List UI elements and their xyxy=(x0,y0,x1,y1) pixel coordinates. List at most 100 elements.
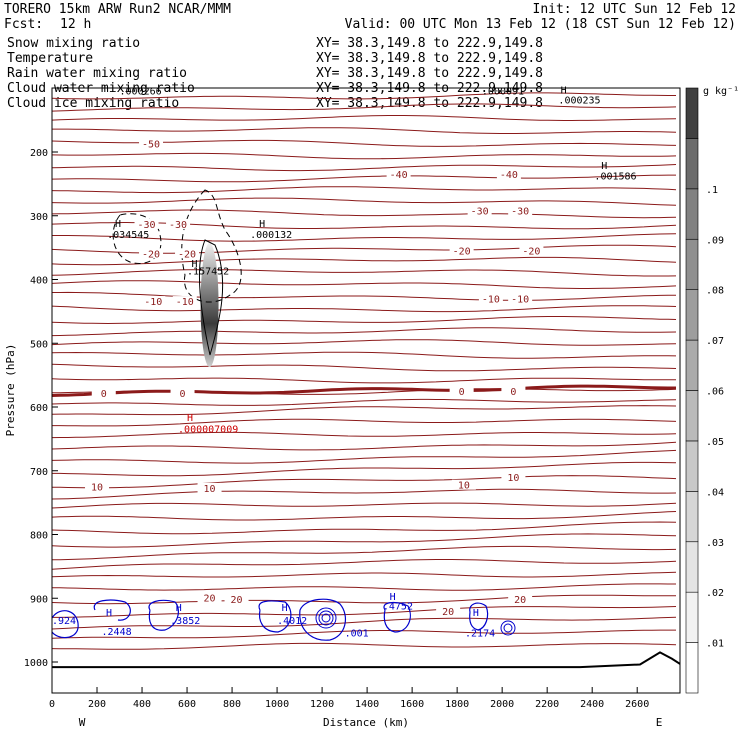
isotherm-line xyxy=(52,461,677,477)
contour-label: -10 xyxy=(511,295,529,306)
contour-label: -30 xyxy=(138,220,156,231)
y-axis-label: Pressure (hPa) xyxy=(4,344,17,437)
cloud-water-contour xyxy=(52,610,79,639)
contour-label: -30 xyxy=(169,220,187,231)
isotherm-line xyxy=(52,594,676,605)
contour-label: -50 xyxy=(142,140,160,151)
contour-label: 0 xyxy=(101,389,107,400)
colorbar-swatch xyxy=(685,390,699,442)
isotherm-line xyxy=(52,377,676,384)
extremum-annotation: H xyxy=(601,161,607,172)
contour-label-bg xyxy=(141,296,166,307)
isotherm-line xyxy=(52,583,676,591)
contour-label-bg xyxy=(85,481,110,492)
isotherm-line xyxy=(52,629,676,639)
x-tick-label: 800 xyxy=(223,699,241,710)
extremum-annotation: H xyxy=(259,219,265,230)
colorbar-swatch xyxy=(685,642,699,694)
contour-label: 0 xyxy=(510,387,516,398)
cloud-water-contour xyxy=(93,599,131,621)
colorbar-tick-label: .07 xyxy=(706,336,724,347)
contour-label-bg xyxy=(197,592,222,603)
isotherm-line xyxy=(52,186,677,194)
extremum-annotation: H xyxy=(192,259,198,270)
y-tick-label: 500 xyxy=(30,339,48,350)
contour-label-bg xyxy=(501,385,526,396)
cloud-water-contour xyxy=(469,602,489,631)
cloud-water-contour xyxy=(315,607,337,629)
y-tick-label: 300 xyxy=(30,212,48,223)
colorbar-tick-label: .03 xyxy=(706,538,724,549)
isotherm-line xyxy=(52,339,677,346)
cloud-water-contour xyxy=(318,610,334,626)
legend-cloudice-name: Cloud ice mixing ratio xyxy=(7,96,179,111)
colorbar-swatch xyxy=(685,491,699,543)
isotherm-line xyxy=(52,280,677,289)
contour-label-bg xyxy=(449,245,474,256)
isotherm-line xyxy=(52,305,677,313)
plot-area: -50-40 -40-30 -30-30 -30-20 -20 -20 -20-10 -10-… xyxy=(4,85,681,729)
header-valid: Valid: 00 UTC Mon 13 Feb 12 (18 CST Sun … xyxy=(345,17,736,32)
extremum-annotation: H xyxy=(473,608,479,619)
header-fcst-label: Fcst: xyxy=(4,17,43,32)
contour-label: -20 xyxy=(453,247,471,258)
contour-label: -20 xyxy=(142,249,160,260)
legend-snow-name: Snow mixing ratio xyxy=(7,36,140,51)
snow-shading xyxy=(200,243,219,367)
extremum-annotation: .000235 xyxy=(558,96,600,107)
contour-label: -40 xyxy=(390,170,408,181)
isotherm-line xyxy=(52,559,677,570)
contour-label-bg xyxy=(449,385,474,396)
cloud-water-contour xyxy=(148,599,179,631)
extremum-annotation: H xyxy=(176,603,182,614)
extremum-annotation: .3852 xyxy=(170,616,200,627)
extremum-annotation: .034545 xyxy=(107,230,149,241)
colorbar: g kg⁻¹ .01 .02 .03 .04 .05 .06 .07 .08 .09 .1 xyxy=(685,86,739,694)
x-axis-east-label: E xyxy=(656,716,663,729)
cloud-water-contour xyxy=(500,620,516,636)
header: TORERO 15km ARW Run2 NCAR/MMM Init: 12 U… xyxy=(4,2,736,32)
x-tick-label: 1400 xyxy=(355,699,379,710)
x-tick-label: 2000 xyxy=(490,699,514,710)
colorbar-tick-label: .1 xyxy=(706,185,718,196)
isotherm-line xyxy=(52,316,677,325)
isotherm-line xyxy=(52,642,677,650)
x-tick-label: 2400 xyxy=(580,699,604,710)
isotherm-line xyxy=(52,103,677,112)
cloud-water-contour xyxy=(299,598,347,641)
colorbar-swatch xyxy=(685,188,699,240)
contour-label: 20 xyxy=(204,594,216,605)
isotherm-line xyxy=(52,449,677,464)
y-tick-label: 800 xyxy=(30,531,48,542)
x-axis: 0 200 400 600 800 1000 1200 1400 1600 1800 2000 220… xyxy=(49,687,649,710)
x-axis-west-label: W xyxy=(79,716,86,729)
colorbar-tick-label: .05 xyxy=(706,437,724,448)
y-tick-label: 900 xyxy=(30,594,48,605)
extremum-annotation: H xyxy=(282,603,288,614)
extremum-annotation: .4012 xyxy=(277,616,307,627)
isotherm-line xyxy=(52,269,677,277)
extremum-annotation: .000132 xyxy=(250,230,292,241)
isotherm-line xyxy=(52,363,677,372)
contour-label: -10 xyxy=(482,295,500,306)
contour-label: -20 xyxy=(178,249,196,260)
isotherm-line xyxy=(52,475,677,489)
contour-label-bg xyxy=(508,593,533,604)
contour-label: -30 xyxy=(511,207,529,218)
isotherm-line xyxy=(52,209,677,219)
contour-label-bg xyxy=(519,245,544,256)
legend-rain-xy: XY= 38.3,149.8 to 222.9,149.8 xyxy=(316,66,543,81)
contour-label: 10 xyxy=(204,484,216,495)
x-tick-label: 1200 xyxy=(310,699,334,710)
header-init: Init: 12 UTC Sun 12 Feb 12 xyxy=(533,2,737,17)
isotherm-line xyxy=(52,431,677,439)
cloud-water-contour xyxy=(258,600,292,633)
extremum-annotation: .001 xyxy=(345,629,369,640)
isotherm-line xyxy=(52,351,677,359)
isotherm-line xyxy=(52,152,677,160)
isotherm-line xyxy=(52,115,677,121)
contour-label-bg xyxy=(166,218,191,229)
x-tick-label: 1000 xyxy=(265,699,289,710)
isotherm-line xyxy=(52,327,677,337)
